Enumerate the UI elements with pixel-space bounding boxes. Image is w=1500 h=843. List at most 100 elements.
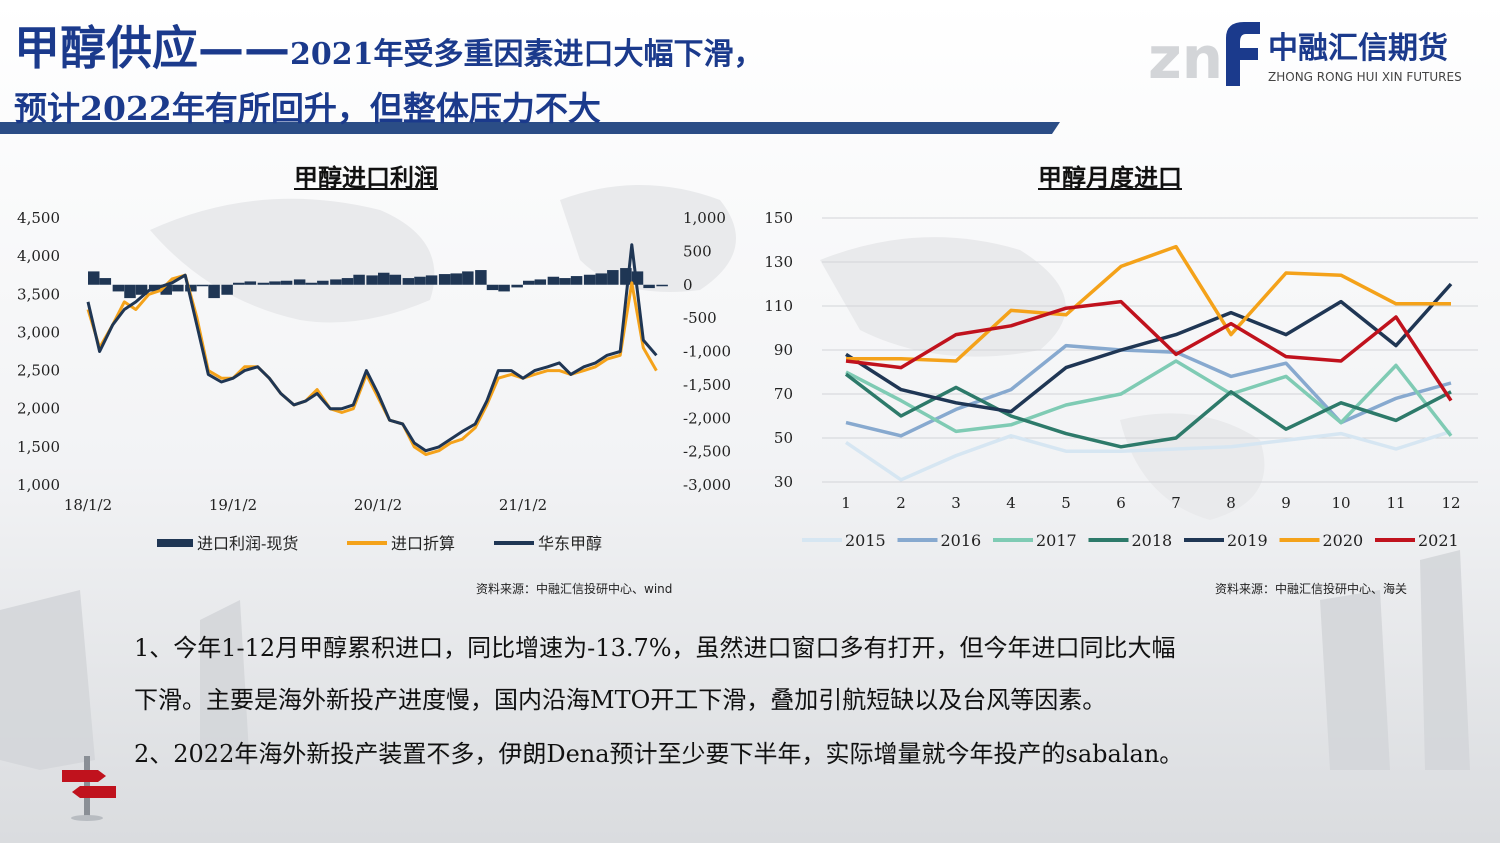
logo-en-text: ZHONG RONG HUI XIN FUTURES xyxy=(1268,70,1462,84)
chart2-y-tick: 130 xyxy=(764,253,793,271)
chart2-legend-swatch xyxy=(897,538,938,542)
chart1-left-tick: 1,500 xyxy=(17,438,60,456)
chart2-x-tick: 5 xyxy=(1061,494,1071,512)
chart1-profit-bar xyxy=(389,274,402,285)
chart1-left-tick: 2,500 xyxy=(17,362,60,380)
chart1-legend-swatch xyxy=(494,541,534,545)
chart2-x-tick: 2 xyxy=(896,494,906,512)
chart2-line-2015 xyxy=(845,429,1452,482)
chart1-right-tick: 1,000 xyxy=(683,209,726,227)
chart1-profit-bar xyxy=(293,279,306,285)
chart1-line-east-china-methanol xyxy=(86,243,658,453)
chart1-profit-bar xyxy=(172,284,184,292)
chart1-right-tick: -2,500 xyxy=(683,443,731,461)
chart2-line-2020 xyxy=(846,244,1451,363)
chart2-x-tick: 10 xyxy=(1331,494,1350,512)
chart2-legend-label: 2018 xyxy=(1132,531,1173,550)
chart2-line-2018 xyxy=(844,372,1452,449)
chart1-profit-bar xyxy=(341,278,354,285)
chart2-legend-label: 2021 xyxy=(1418,531,1459,550)
chart2-line-2021 xyxy=(845,299,1453,402)
company-logo: zn 中融汇信期货 ZHONG RONG HUI XIN FUTURES xyxy=(1148,22,1462,88)
chart1-profit-bar xyxy=(221,284,233,295)
chart1-profit-bar xyxy=(88,271,100,285)
chart2-legend-swatch xyxy=(1279,538,1320,542)
chart1-title: 甲醇进口利润 xyxy=(294,164,438,192)
signpost-icon xyxy=(62,756,116,821)
chart1-profit-bar xyxy=(196,284,209,287)
chart1-profit-bar xyxy=(570,276,583,285)
chart1-profit-bar xyxy=(233,282,245,285)
bullet-1-line2: 下滑。主要是海外新投产进度慢，国内沿海MTO开工下滑，叠加引航短缺以及台风等因素… xyxy=(134,686,1107,714)
chart1-profit-bar xyxy=(160,284,172,295)
chart2-line-2019 xyxy=(845,282,1453,414)
chart2-y-tick: 70 xyxy=(774,385,793,403)
chart2-legend-swatch xyxy=(1375,538,1415,542)
chart1-profit-bar xyxy=(643,284,655,289)
chart1-x-tick: 21/1/2 xyxy=(499,496,547,514)
chart1-legend-label: 进口折算 xyxy=(391,534,455,553)
chart2-line-2016 xyxy=(845,343,1452,438)
chart2-x-tick: 11 xyxy=(1386,494,1405,512)
chart1-right-tick: -1,500 xyxy=(683,376,731,394)
chart1-profit-bar xyxy=(656,284,668,287)
chart1-left-tick: 4,500 xyxy=(17,209,60,227)
chart1-profit-bar xyxy=(498,284,510,292)
bullet-2: 2、2022年海外新投产装置不多，伊朗Dena预计至少要下半年，实际增量就今年投… xyxy=(134,740,1184,768)
chart2-y-tick: 30 xyxy=(774,473,793,491)
chart1-profit-bar xyxy=(353,274,365,285)
chart2-legend-swatch xyxy=(1184,538,1224,542)
chart2-y-tick: 110 xyxy=(764,297,793,315)
chart1-left-tick: 1,000 xyxy=(17,476,60,494)
chart2-x-tick: 9 xyxy=(1281,494,1291,512)
chart1-left-tick: 4,000 xyxy=(17,247,60,265)
chart1-legend-swatch xyxy=(157,539,193,547)
chart1-profit-bar xyxy=(257,282,270,285)
chart1-profit-bar xyxy=(135,284,148,295)
chart1-legend-label: 进口利润-现货 xyxy=(197,534,298,553)
chart1-legend-swatch xyxy=(347,541,387,545)
slide-title-main: 甲醇供应—— xyxy=(14,21,290,75)
chart1-profit-bar xyxy=(486,284,499,291)
chart2-y-tick: 50 xyxy=(774,429,793,447)
chart1-profit-bar xyxy=(185,284,197,292)
chart1-profit-bar xyxy=(462,271,474,285)
slide-title-sub: 2021年受多重因素进口大幅下滑， xyxy=(290,37,764,72)
chart2-legend-swatch xyxy=(993,538,1033,542)
chart2-source: 资料来源：中融汇信投研中心、海关 xyxy=(1215,582,1408,596)
logo-mark-f xyxy=(1226,22,1260,86)
chart1-x-tick: 19/1/2 xyxy=(209,496,257,514)
chart2-line-2017 xyxy=(845,359,1453,437)
chart1-profit-bar xyxy=(208,284,220,299)
chart1-profit-bar xyxy=(305,282,317,285)
chart1-line-import-converted xyxy=(86,273,658,456)
chart1-profit-bar xyxy=(620,268,632,285)
chart1-right-tick: -2,000 xyxy=(683,409,731,427)
chart2-x-tick: 8 xyxy=(1226,494,1236,512)
chart1-profit-bar xyxy=(378,272,390,285)
chart2-legend-swatch xyxy=(1088,538,1129,542)
chart1-profit-bar xyxy=(280,280,293,285)
chart2-title: 甲醇月度进口 xyxy=(1038,164,1182,192)
chart2-legend-label: 2015 xyxy=(845,531,886,550)
chart1-profit-bar xyxy=(414,276,426,285)
chart1-left-tick: 3,000 xyxy=(17,323,60,341)
chart1-profit-bar xyxy=(402,278,415,285)
chart1-profit-bar xyxy=(475,270,487,285)
chart1-x-tick: 18/1/2 xyxy=(64,496,112,514)
chart1-profit-bar xyxy=(269,281,281,285)
chart2-legend-swatch xyxy=(802,538,842,542)
bullet-1-line1: 1、今年1-12月甲醇累积进口，同比增速为-13.7%，虽然进口窗口多有打开，但… xyxy=(134,634,1176,662)
chart1-left-tick: 3,500 xyxy=(17,285,60,303)
chart1-right-tick: -3,000 xyxy=(683,476,731,494)
chart1-right-tick: 500 xyxy=(683,242,712,260)
chart2-x-tick: 7 xyxy=(1171,494,1181,512)
chart1-legend-label: 华东甲醇 xyxy=(538,534,602,553)
chart1-profit-bar xyxy=(450,273,462,285)
chart2-legend-label: 2017 xyxy=(1036,531,1077,550)
chart2-legend-label: 2019 xyxy=(1227,531,1268,550)
chart1-profit-bar xyxy=(112,284,125,292)
title-underline-bar xyxy=(0,122,1060,134)
